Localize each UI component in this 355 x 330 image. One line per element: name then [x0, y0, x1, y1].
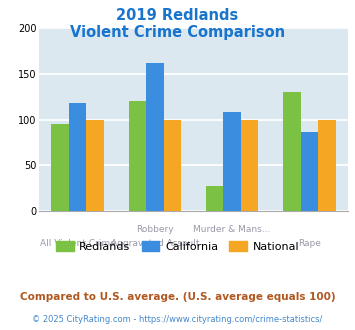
- Bar: [69, 103, 86, 211]
- Bar: [164, 120, 181, 211]
- Bar: [301, 132, 318, 211]
- Bar: [241, 120, 258, 211]
- Bar: [283, 92, 301, 211]
- Text: Murder & Mans...: Murder & Mans...: [193, 225, 271, 234]
- Legend: Redlands, California, National: Redlands, California, National: [51, 237, 304, 256]
- Bar: [86, 120, 104, 211]
- Text: Robbery: Robbery: [136, 225, 174, 234]
- Text: All Violent Crime: All Violent Crime: [40, 239, 115, 248]
- Bar: [206, 185, 223, 211]
- Bar: [146, 63, 164, 211]
- Text: Aggravated Assault: Aggravated Assault: [111, 239, 199, 248]
- Bar: [129, 101, 146, 211]
- Text: © 2025 CityRating.com - https://www.cityrating.com/crime-statistics/: © 2025 CityRating.com - https://www.city…: [32, 315, 323, 324]
- Text: Rape: Rape: [298, 239, 321, 248]
- Bar: [51, 124, 69, 211]
- Bar: [318, 120, 335, 211]
- Text: Compared to U.S. average. (U.S. average equals 100): Compared to U.S. average. (U.S. average …: [20, 292, 335, 302]
- Text: Violent Crime Comparison: Violent Crime Comparison: [70, 25, 285, 40]
- Bar: [223, 112, 241, 211]
- Text: 2019 Redlands: 2019 Redlands: [116, 8, 239, 23]
